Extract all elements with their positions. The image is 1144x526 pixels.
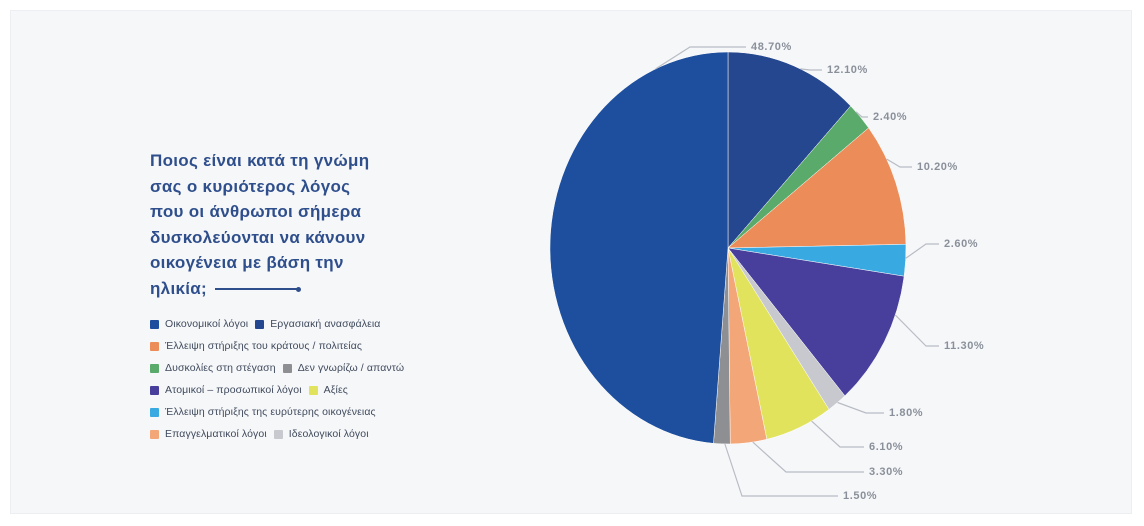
legend-item: Αξίες: [308, 384, 348, 396]
legend-row: Έλλειψη στήριξης του κράτους / πολιτείας: [150, 335, 450, 357]
legend-swatch: [150, 429, 159, 439]
pie-slices: [549, 51, 907, 445]
legend-row: Ατομικοί – προσωπικοί λόγοι Αξίες: [150, 379, 450, 401]
leader-line: [752, 441, 864, 473]
value-label: 2.60%: [944, 238, 978, 250]
leader-line: [894, 314, 939, 347]
legend-label: Έλλειψη στήριξης του κράτους / πολιτείας: [165, 340, 363, 352]
value-label: 48.70%: [751, 41, 792, 53]
legend-swatch: [255, 319, 265, 329]
pie-slice: [727, 247, 905, 397]
legend-item: Έλλειψη στήριξης της ευρύτερης οικογένει…: [150, 406, 376, 418]
legend-swatch: [282, 363, 292, 373]
value-label: 10.20%: [917, 161, 958, 173]
legend-item: Εργασιακή ανασφάλεια: [255, 318, 380, 330]
value-label: 1.80%: [889, 407, 923, 419]
value-label: 1.50%: [843, 490, 877, 502]
legend-label: Ατομικοί – προσωπικοί λόγοι: [165, 384, 302, 396]
legend-swatch: [150, 407, 159, 417]
legend-item: Έλλειψη στήριξης του κράτους / πολιτείας: [150, 340, 362, 352]
value-label: 12.10%: [827, 64, 868, 76]
value-label: 6.10%: [869, 441, 903, 453]
leader-line: [837, 401, 884, 414]
legend-swatch: [150, 363, 159, 373]
legend-item: Επαγγελματικοί λόγοι: [150, 428, 267, 440]
legend-label: Οικονομικοί λόγοι: [165, 318, 249, 330]
legend-label: Δυσκολίες στη στέγαση: [165, 362, 276, 374]
leader-line: [886, 158, 912, 168]
legend-row: Επαγγελματικοί λόγοι Ιδεολογικοί λόγοι: [150, 423, 450, 445]
legend-item: Οικονομικοί λόγοι: [150, 318, 248, 330]
value-label: 3.30%: [869, 466, 903, 478]
legend-swatch: [308, 385, 318, 395]
legend-swatch: [150, 319, 159, 329]
value-label: 11.30%: [944, 340, 984, 352]
title-underline: [214, 286, 301, 292]
legend-swatch: [273, 429, 283, 439]
legend-label: Εργασιακή ανασφάλεια: [270, 318, 381, 330]
legend-item: Δυσκολίες στη στέγαση: [150, 362, 276, 374]
leader-line: [724, 443, 838, 497]
legend-item: Δεν γνωρίζω / απαντώ: [282, 362, 405, 374]
chart-title: Ποιος είναι κατά τη γνώμη σας ο κυριότερ…: [150, 151, 370, 298]
pie-slice: [727, 51, 851, 249]
chart-legend: Οικονομικοί λόγοι Εργασιακή ανασφάλεια Έλλ…: [150, 313, 450, 445]
legend-label: Έλλειψη στήριξης της ευρύτερης οικογένει…: [165, 406, 376, 418]
leader-lines: [655, 46, 939, 497]
legend-label: Επαγγελματικοί λόγοι: [165, 428, 267, 440]
value-labels: 48.70% 12.10% 10.20% 2.40% 1.50% 11.30% 6.10% 2…: [751, 41, 984, 502]
legend-swatch: [150, 341, 159, 351]
legend-row: Έλλειψη στήριξης της ευρύτερης οικογένει…: [150, 401, 450, 423]
pie-slice: [727, 127, 907, 249]
legend-item: Ιδεολογικοί λόγοι: [273, 428, 369, 440]
legend-row: Οικονομικοί λόγοι Εργασιακή ανασφάλεια: [150, 313, 450, 335]
value-label: 2.40%: [873, 111, 907, 123]
legend-label: Αξίες: [323, 384, 348, 396]
leader-line: [905, 243, 939, 259]
leader-line: [811, 420, 864, 448]
leader-line: [855, 111, 868, 118]
legend-swatch: [150, 385, 159, 395]
legend-item: Ατομικοί – προσωπικοί λόγοι: [150, 384, 302, 396]
legend-row: Δυσκολίες στη στέγαση Δεν γνωρίζω / απαντ…: [150, 357, 450, 379]
legend-label: Ιδεολογικοί λόγοι: [288, 428, 369, 440]
legend-label: Δεν γνωρίζω / απαντώ: [297, 362, 405, 374]
leader-line: [655, 46, 746, 70]
chart-title-block: Ποιος είναι κατά τη γνώμη σας ο κυριότερ…: [150, 148, 480, 301]
pie-slice: [549, 51, 729, 444]
leader-line: [800, 68, 822, 71]
